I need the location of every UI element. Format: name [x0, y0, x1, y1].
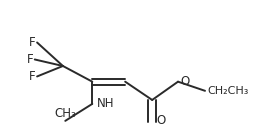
Text: O: O [180, 75, 189, 88]
Text: CH₂CH₃: CH₂CH₃ [207, 86, 249, 96]
Text: CH₃: CH₃ [54, 107, 76, 120]
Text: F: F [29, 36, 36, 49]
Text: F: F [29, 70, 36, 83]
Text: NH: NH [97, 97, 114, 110]
Text: F: F [27, 53, 34, 66]
Text: O: O [156, 114, 166, 127]
